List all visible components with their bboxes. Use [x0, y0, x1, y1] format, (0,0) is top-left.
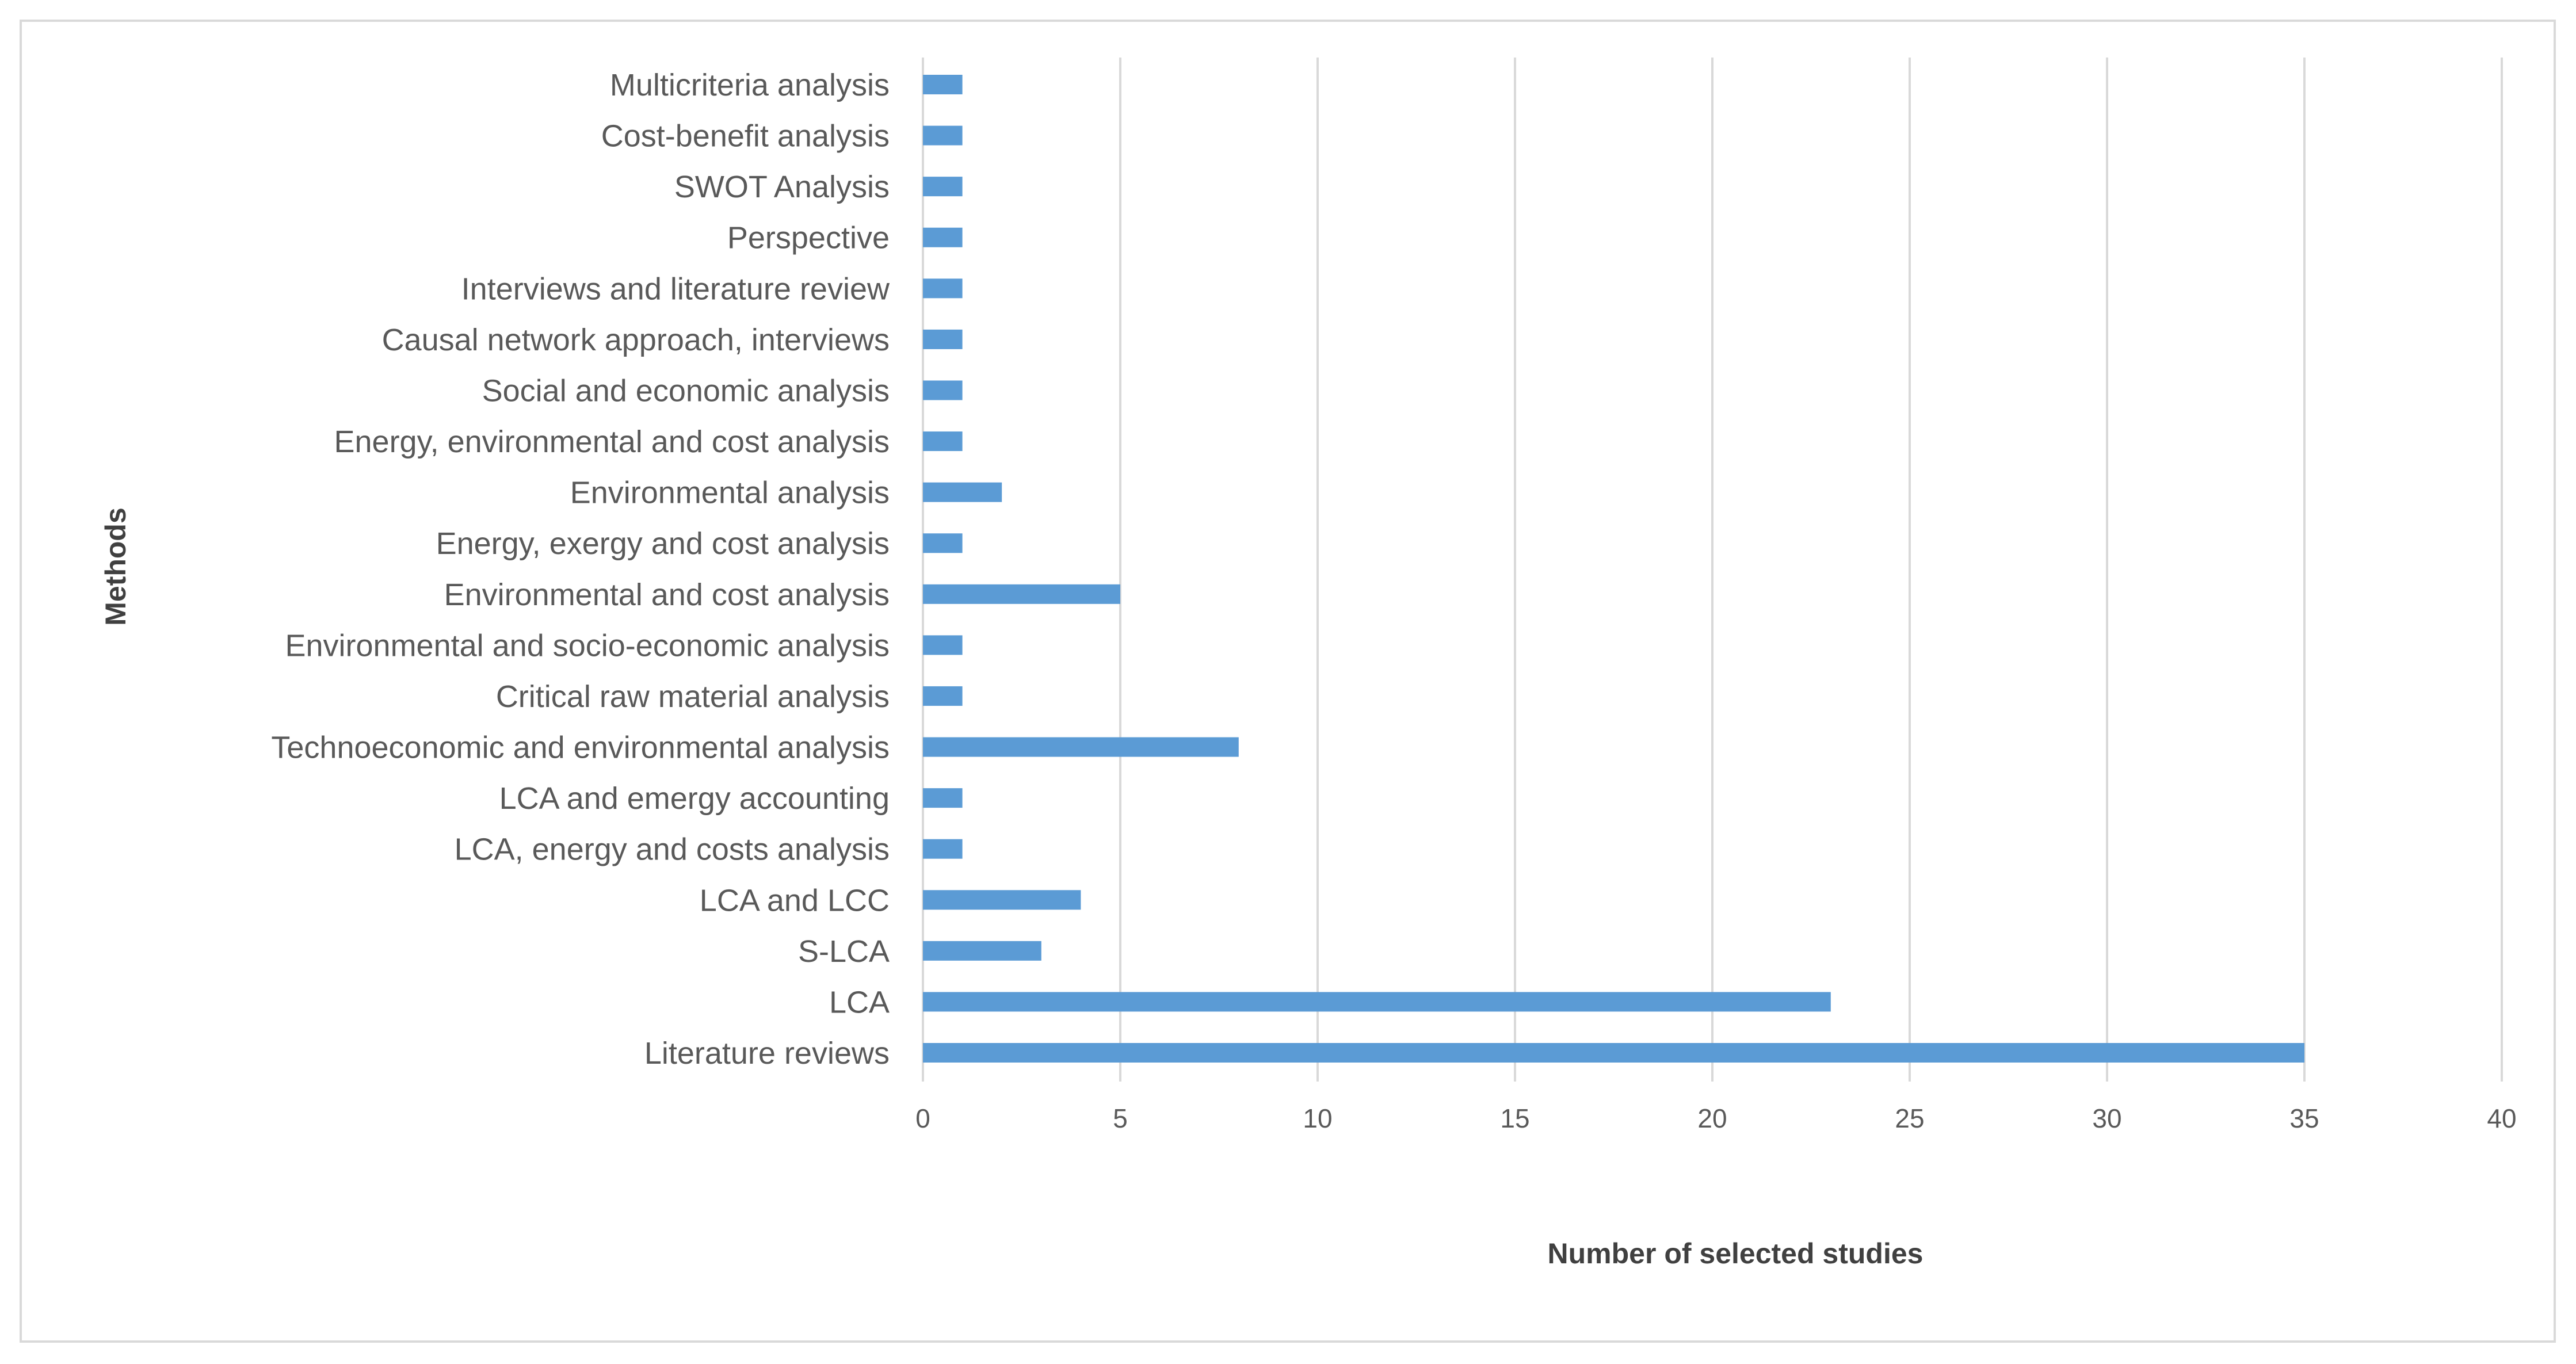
- x-axis-title: Number of selected studies: [1548, 1237, 1924, 1270]
- bars: [923, 75, 2304, 1063]
- bar-0: [923, 75, 963, 94]
- bar-2: [923, 177, 963, 197]
- x-tick-label-0: 0: [915, 1103, 930, 1133]
- category-label-16: LCA and LCC: [700, 883, 890, 918]
- gridlines: [1119, 58, 2503, 1082]
- x-tick-label-35: 35: [2289, 1103, 2319, 1133]
- bar-16: [923, 890, 1081, 910]
- bar-5: [923, 329, 963, 349]
- bar-19: [923, 1043, 2304, 1063]
- bar-13: [923, 737, 1239, 757]
- bar-11: [923, 635, 963, 655]
- bar-17: [923, 941, 1041, 961]
- category-label-17: S-LCA: [798, 934, 890, 969]
- bar-8: [923, 482, 1002, 502]
- bar-3: [923, 227, 963, 247]
- bar-7: [923, 431, 963, 452]
- category-label-14: LCA and emergy accounting: [499, 781, 890, 816]
- bar-18: [923, 992, 1831, 1012]
- x-tick-labels: 0 5 10 15 20 25 30 35 40: [915, 1103, 2516, 1133]
- category-label-11: Environmental and socio-economic analysi…: [285, 628, 890, 663]
- chart-frame: [20, 20, 2556, 1343]
- category-label-8: Environmental analysis: [570, 476, 890, 510]
- bar-1: [923, 125, 963, 146]
- category-label-5: Causal network approach, interviews: [382, 323, 890, 357]
- y-axis-title: Methods: [100, 507, 132, 626]
- category-label-3: Perspective: [727, 221, 890, 255]
- category-label-0: Multicriteria analysis: [610, 68, 890, 102]
- bar-10: [923, 584, 1120, 604]
- bar-4: [923, 278, 963, 299]
- x-tick-label-30: 30: [2092, 1103, 2121, 1133]
- bar-9: [923, 533, 963, 553]
- category-labels: Multicriteria analysis Cost-benefit analy…: [271, 68, 890, 1071]
- x-tick-label-5: 5: [1113, 1103, 1128, 1133]
- x-tick-label-20: 20: [1697, 1103, 1727, 1133]
- x-tick-label-10: 10: [1303, 1103, 1332, 1133]
- category-label-18: LCA: [829, 985, 890, 1019]
- category-label-19: Literature reviews: [644, 1036, 890, 1071]
- category-label-15: LCA, energy and costs analysis: [455, 832, 890, 867]
- x-tick-label-25: 25: [1895, 1103, 1924, 1133]
- x-tick-label-15: 15: [1500, 1103, 1529, 1133]
- bar-12: [923, 686, 963, 706]
- category-label-6: Social and economic analysis: [482, 373, 890, 408]
- category-label-4: Interviews and literature review: [461, 272, 890, 306]
- bar-14: [923, 788, 963, 808]
- category-label-12: Critical raw material analysis: [496, 679, 890, 714]
- category-label-9: Energy, exergy and cost analysis: [436, 526, 890, 561]
- category-label-13: Technoeconomic and environmental analysi…: [271, 731, 890, 765]
- x-tick-label-40: 40: [2487, 1103, 2516, 1133]
- bar-6: [923, 380, 963, 400]
- category-label-2: SWOT Analysis: [674, 170, 890, 204]
- category-label-7: Energy, environmental and cost analysis: [334, 425, 890, 459]
- bar-15: [923, 839, 963, 859]
- category-label-10: Environmental and cost analysis: [444, 578, 890, 612]
- category-label-1: Cost-benefit analysis: [601, 119, 890, 154]
